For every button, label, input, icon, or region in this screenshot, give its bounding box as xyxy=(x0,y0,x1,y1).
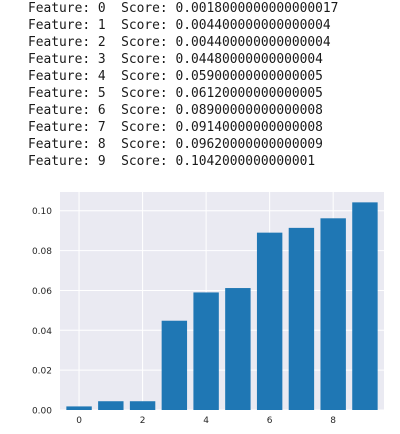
bar-feature-3 xyxy=(161,320,188,410)
output-line: Feature: 8 Score: 0.09620000000000009 xyxy=(28,137,323,152)
bar-feature-1 xyxy=(98,401,124,410)
y-tick-label: 0.04 xyxy=(32,327,52,337)
x-tick-label: 4 xyxy=(203,416,209,426)
y-tick-label: 0.06 xyxy=(32,287,52,297)
bar-feature-6 xyxy=(256,232,283,410)
bar-feature-7 xyxy=(288,227,315,410)
bar-feature-5 xyxy=(225,288,251,410)
x-tick-label: 2 xyxy=(140,416,146,426)
y-tick-label: 0.02 xyxy=(32,367,52,377)
x-tick-label: 6 xyxy=(267,416,273,426)
x-tick-label: 0 xyxy=(76,416,82,426)
bar-feature-8 xyxy=(320,218,346,410)
output-line: Feature: 0 Score: 0.0018000000000000017 xyxy=(28,1,339,16)
y-tick-label: 0.00 xyxy=(32,407,52,417)
bar-feature-4 xyxy=(193,292,219,410)
output-line: Feature: 9 Score: 0.1042000000000001 xyxy=(28,154,316,169)
output-line: Feature: 2 Score: 0.004400000000000004 xyxy=(28,35,331,50)
bar-feature-0 xyxy=(66,406,92,410)
output-line: Feature: 3 Score: 0.04480000000000004 xyxy=(28,52,323,67)
bar-feature-9 xyxy=(352,202,378,410)
bar-chart: 0.00 0.02 0.04 0.06 0.08 0.10 0 2 4 6 8 xyxy=(0,190,400,430)
bar-chart-svg: 0.00 0.02 0.04 0.06 0.08 0.10 0 2 4 6 8 xyxy=(32,192,384,426)
x-tick-label: 8 xyxy=(330,416,336,426)
bar-feature-2 xyxy=(129,401,156,410)
output-line: Feature: 7 Score: 0.09140000000000008 xyxy=(28,120,323,135)
output-line: Feature: 6 Score: 0.08900000000000008 xyxy=(28,103,323,118)
output-line: Feature: 1 Score: 0.004400000000000004 xyxy=(28,18,331,33)
console-output: Feature: 0 Score: 0.0018000000000000017 … xyxy=(28,0,338,170)
y-tick-label: 0.10 xyxy=(32,207,52,217)
output-line: Feature: 5 Score: 0.06120000000000005 xyxy=(28,86,323,101)
y-tick-label: 0.08 xyxy=(32,247,52,257)
output-line: Feature: 4 Score: 0.05900000000000005 xyxy=(28,69,323,84)
